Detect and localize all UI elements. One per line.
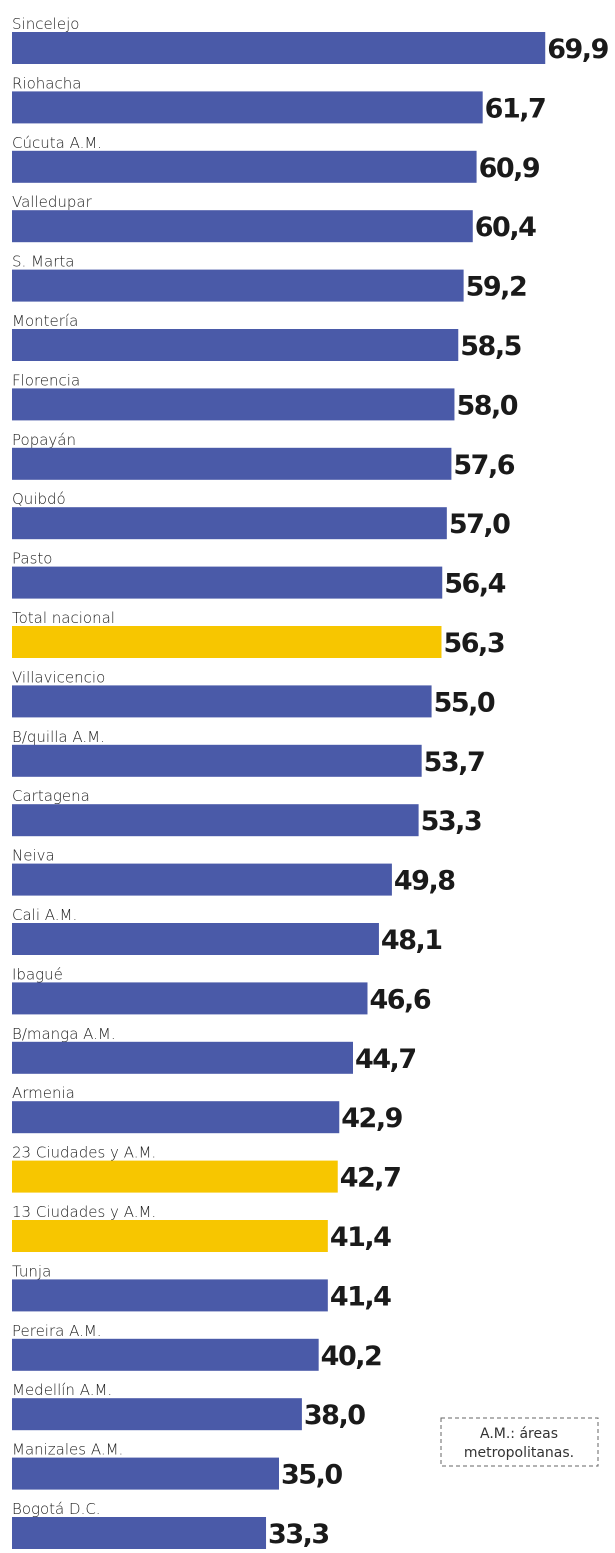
bar <box>12 744 422 777</box>
bar <box>12 150 477 183</box>
category-label: B/manga A.M. <box>12 1025 116 1043</box>
value-label: 53,3 <box>421 806 482 837</box>
bar <box>12 863 392 896</box>
value-label: 41,4 <box>330 1281 391 1312</box>
category-label: Cartagena <box>12 787 90 805</box>
value-label: 58,5 <box>460 331 521 362</box>
value-label: 40,2 <box>321 1341 382 1372</box>
bar <box>12 685 432 718</box>
bar <box>12 1041 353 1074</box>
value-label: 42,9 <box>341 1103 402 1134</box>
value-label: 61,7 <box>485 93 546 124</box>
bar <box>12 1101 340 1134</box>
category-label: Florencia <box>12 371 80 389</box>
bar <box>12 1398 302 1431</box>
bar <box>12 566 443 599</box>
category-label: Riohacha <box>12 74 81 92</box>
category-label: Bogotá D.C. <box>12 1500 101 1518</box>
bar <box>12 1457 279 1490</box>
bar <box>12 210 473 243</box>
value-label: 58,0 <box>456 390 517 421</box>
value-label: 57,6 <box>453 450 514 481</box>
value-label: 33,3 <box>268 1519 329 1550</box>
category-label: Sincelejo <box>12 15 79 33</box>
bar <box>12 804 419 837</box>
value-label: 60,4 <box>475 212 536 243</box>
category-label: Pereira A.M. <box>12 1322 102 1340</box>
value-label: 41,4 <box>330 1222 391 1253</box>
value-label: 53,7 <box>424 747 485 778</box>
category-label: Manizales A.M. <box>12 1441 123 1459</box>
value-label: 44,7 <box>355 1044 416 1075</box>
value-label: 60,9 <box>479 153 540 184</box>
category-label: Ibagué <box>12 965 63 983</box>
value-label: 46,6 <box>369 984 430 1015</box>
bar <box>12 329 459 361</box>
category-label: Montería <box>12 312 78 330</box>
category-label: Pasto <box>12 550 52 568</box>
category-label: Quibdó <box>12 490 66 508</box>
category-label: Popayán <box>12 431 76 449</box>
bar <box>12 1160 338 1193</box>
bar <box>12 32 546 64</box>
value-label: 42,7 <box>340 1163 401 1194</box>
bar <box>12 91 483 124</box>
value-label: 55,0 <box>434 687 495 718</box>
note-box <box>440 1417 599 1467</box>
category-label: B/quilla A.M. <box>12 728 105 746</box>
bar <box>12 626 442 658</box>
category-label: 13 Ciudades y A.M. <box>12 1203 156 1221</box>
category-label: Medellín A.M. <box>12 1381 112 1399</box>
bar <box>12 269 464 302</box>
category-label: Neiva <box>12 847 55 865</box>
category-label: Total nacional <box>12 609 115 627</box>
category-label: Cali A.M. <box>12 906 77 924</box>
category-label: Tunja <box>12 1262 51 1280</box>
note: A.M.: áreas <box>480 1426 558 1442</box>
value-label: 56,3 <box>443 628 504 659</box>
category-label: Valledupar <box>12 193 93 211</box>
value-label: 48,1 <box>381 925 442 956</box>
category-label: 23 Ciudades y A.M. <box>12 1144 156 1162</box>
category-label: Cúcuta A.M. <box>12 134 102 152</box>
bar <box>12 447 452 480</box>
bar <box>12 507 447 540</box>
category-label: Armenia <box>12 1084 75 1102</box>
category-label: Villavicencio <box>12 668 105 686</box>
bar <box>12 1517 267 1549</box>
bar <box>12 388 455 421</box>
value-label: 57,0 <box>449 509 510 540</box>
bar <box>12 923 379 955</box>
category-label: S. Marta <box>12 253 74 271</box>
value-label: 69,9 <box>547 34 608 65</box>
bar <box>12 1220 328 1252</box>
value-label: 56,4 <box>444 569 505 600</box>
value-label: 49,8 <box>394 866 455 897</box>
bar <box>12 1338 319 1371</box>
bar <box>12 1279 328 1312</box>
bar <box>12 982 368 1015</box>
value-label: 35,0 <box>281 1460 342 1491</box>
value-label: 38,0 <box>304 1400 365 1431</box>
note: metropolitanas. <box>464 1445 574 1461</box>
value-label: 59,2 <box>466 272 527 303</box>
